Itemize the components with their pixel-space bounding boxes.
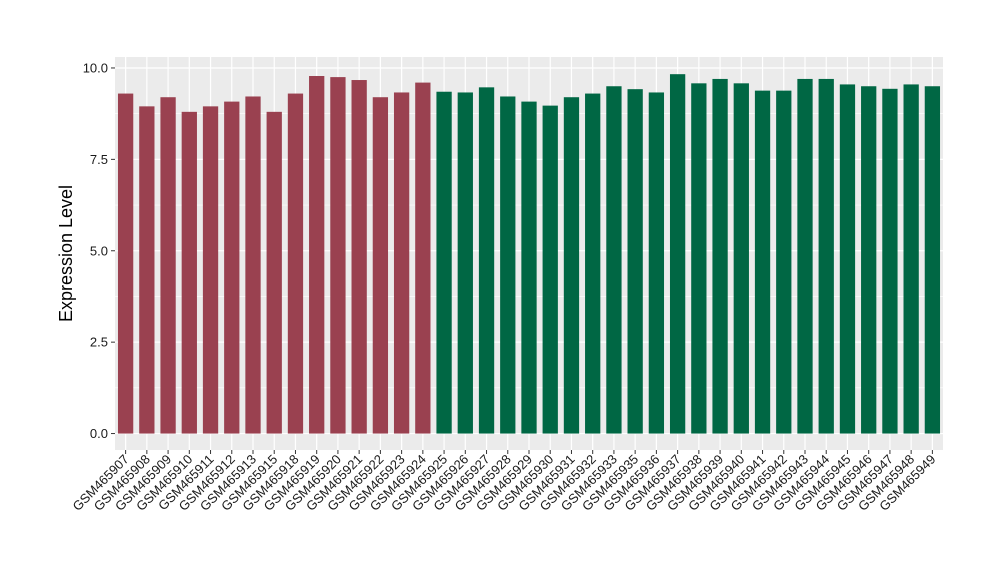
bar-GSM465915: [266, 111, 282, 434]
bar-GSM465942: [776, 90, 792, 434]
bar-GSM465910: [181, 111, 197, 434]
bar-GSM465930: [542, 105, 558, 434]
bar-GSM465920: [330, 77, 346, 434]
bar-GSM465936: [648, 92, 665, 434]
bar-GSM465912: [224, 101, 240, 434]
y-tick-label: 7.5: [90, 152, 108, 167]
bar-GSM465940: [733, 83, 749, 434]
bar-GSM465947: [882, 88, 898, 434]
bar-GSM465907: [117, 93, 134, 434]
bar-GSM465938: [691, 83, 707, 434]
bar-GSM465945: [839, 84, 856, 434]
bar-GSM465929: [521, 101, 537, 434]
bar-GSM465946: [861, 86, 877, 434]
bar-GSM465926: [457, 92, 473, 434]
bar-GSM465944: [818, 78, 834, 434]
bar-GSM465949: [924, 86, 941, 434]
bar-GSM465939: [712, 78, 728, 434]
bar-GSM465923: [393, 92, 410, 434]
bar-GSM465932: [585, 93, 601, 434]
bars: [117, 74, 941, 434]
y-axis: 0.0 2.5 5.0 7.5 10.0: [83, 60, 115, 441]
bar-GSM465937: [669, 74, 686, 434]
bar-GSM465935: [627, 89, 643, 434]
bar-GSM465913: [245, 96, 261, 434]
bar-GSM465931: [563, 97, 580, 434]
bar-GSM465948: [903, 84, 919, 434]
y-tick-label: 2.5: [90, 335, 108, 350]
bar-GSM465933: [606, 86, 622, 434]
bar-GSM465918: [287, 93, 304, 434]
bar-GSM465921: [351, 80, 367, 434]
bar-GSM465909: [160, 97, 176, 434]
bar-GSM465927: [478, 87, 495, 434]
x-axis: GSM465907GSM465908GSM465909GSM465910GSM4…: [70, 450, 939, 514]
bar-GSM465919: [309, 76, 325, 434]
bar-GSM465925: [436, 91, 452, 434]
bar-GSM465908: [139, 106, 155, 434]
bar-GSM465924: [415, 82, 431, 434]
y-tick-label: 10.0: [83, 60, 108, 75]
bar-GSM465943: [797, 78, 813, 434]
bar-GSM465911: [202, 106, 219, 434]
y-tick-label: 5.0: [90, 243, 108, 258]
y-tick-label: 0.0: [90, 426, 108, 441]
bar-GSM465941: [754, 90, 771, 434]
y-axis-title: Expression Level: [56, 185, 76, 322]
bar-GSM465928: [500, 96, 516, 434]
bar-GSM465922: [372, 97, 389, 434]
